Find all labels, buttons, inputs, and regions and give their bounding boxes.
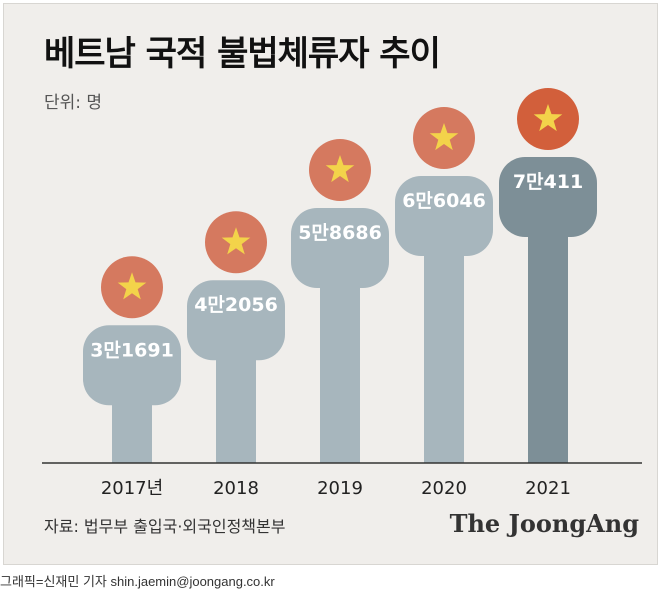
data-label-2: 5만8686 bbox=[298, 222, 382, 244]
source-note: 자료: 법무부 출입국·외국인정책본부 bbox=[44, 517, 286, 536]
x-tick-label-1: 2018 bbox=[213, 478, 259, 499]
x-tick-label-0: 2017년 bbox=[101, 478, 163, 499]
bar-legs-3 bbox=[424, 245, 464, 463]
bar-legs-4 bbox=[528, 227, 568, 463]
x-tick-label-3: 2020 bbox=[421, 478, 467, 499]
bar-4 bbox=[499, 157, 597, 237]
bar-legs-1 bbox=[216, 350, 256, 463]
data-label-3: 6만6046 bbox=[402, 190, 486, 212]
bar-0 bbox=[83, 325, 181, 406]
star-icon bbox=[221, 227, 251, 255]
bar-chart: 3만1691 2017년 4만2056 2018 5만8686 2019 6만6046 202… bbox=[42, 88, 642, 499]
star-icon bbox=[325, 155, 355, 183]
bar-legs-2 bbox=[320, 277, 360, 463]
infographic-card: 베트남 국적 불법체류자 추이 단위: 명 3만1691 2017년 4만2056 2… bbox=[3, 3, 658, 565]
star-icon bbox=[429, 123, 459, 151]
bar-1 bbox=[187, 280, 285, 361]
star-icon bbox=[117, 272, 147, 300]
star-icon bbox=[533, 104, 563, 132]
data-label-1: 4만2056 bbox=[194, 294, 278, 316]
graphic-credit: 그래픽=신재민 기자 shin.jaemin@joongang.co.kr bbox=[0, 574, 275, 589]
x-tick-label-2: 2019 bbox=[317, 478, 363, 499]
brand-logo: The JoongAng bbox=[449, 509, 639, 538]
x-tick-label-4: 2021 bbox=[525, 478, 571, 499]
bar-2 bbox=[291, 207, 389, 288]
bar-legs-0 bbox=[112, 395, 152, 463]
unit-label: 단위: 명 bbox=[44, 93, 103, 113]
data-label-0: 3만1691 bbox=[90, 339, 174, 361]
chart-title: 베트남 국적 불법체류자 추이 bbox=[44, 34, 441, 74]
bar-3 bbox=[395, 175, 493, 256]
data-label-4: 7만411 bbox=[513, 171, 583, 193]
